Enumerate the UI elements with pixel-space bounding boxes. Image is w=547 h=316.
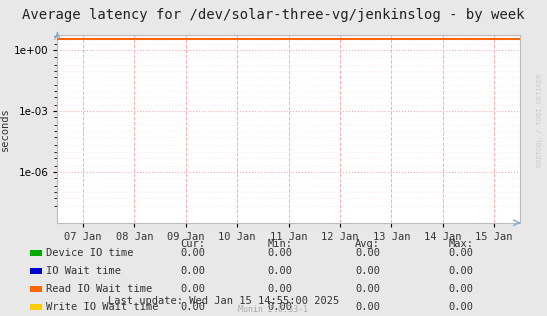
Text: Avg:: Avg:: [355, 239, 380, 249]
Text: 0.00: 0.00: [267, 302, 293, 312]
Text: 0.00: 0.00: [267, 266, 293, 276]
Text: 0.00: 0.00: [355, 284, 380, 294]
Text: 0.00: 0.00: [180, 248, 205, 258]
Text: Munin 2.0.33-1: Munin 2.0.33-1: [238, 306, 309, 314]
Y-axis label: seconds: seconds: [0, 107, 10, 151]
Text: 0.00: 0.00: [267, 248, 293, 258]
Text: IO Wait time: IO Wait time: [46, 266, 121, 276]
Text: Read IO Wait time: Read IO Wait time: [46, 284, 153, 294]
Text: Average latency for /dev/solar-three-vg/jenkinslog - by week: Average latency for /dev/solar-three-vg/…: [22, 8, 525, 22]
Text: 0.00: 0.00: [448, 284, 473, 294]
Text: 0.00: 0.00: [180, 284, 205, 294]
Text: 0.00: 0.00: [355, 302, 380, 312]
Text: RRDTOOL / TOBI OETIKER: RRDTOOL / TOBI OETIKER: [537, 73, 543, 167]
Text: Write IO Wait time: Write IO Wait time: [46, 302, 159, 312]
Text: Cur:: Cur:: [180, 239, 205, 249]
Text: 0.00: 0.00: [355, 248, 380, 258]
Text: 0.00: 0.00: [448, 248, 473, 258]
Text: 0.00: 0.00: [180, 302, 205, 312]
Text: 0.00: 0.00: [448, 302, 473, 312]
Text: 0.00: 0.00: [355, 266, 380, 276]
Text: 0.00: 0.00: [267, 284, 293, 294]
Text: Min:: Min:: [267, 239, 293, 249]
Text: Device IO time: Device IO time: [46, 248, 134, 258]
Text: 0.00: 0.00: [180, 266, 205, 276]
Text: Last update: Wed Jan 15 14:55:00 2025: Last update: Wed Jan 15 14:55:00 2025: [108, 296, 339, 306]
Text: Max:: Max:: [448, 239, 473, 249]
Text: 0.00: 0.00: [448, 266, 473, 276]
